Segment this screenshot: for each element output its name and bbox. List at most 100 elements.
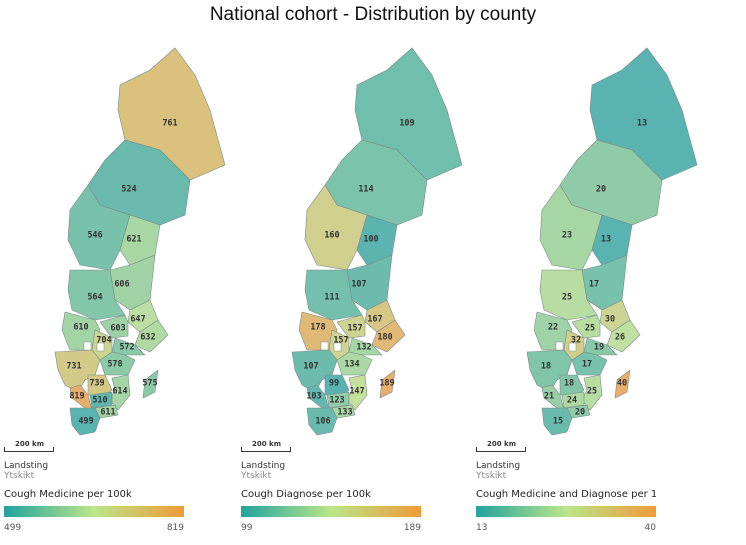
- scale-label: 200 km: [252, 440, 281, 448]
- county-value-label: 134: [344, 360, 359, 370]
- layer-name: Landsting: [4, 461, 49, 471]
- county-skåne[interactable]: [306, 407, 338, 436]
- county-value-label: 614: [112, 387, 127, 397]
- page-title: National cohort - Distribution by county: [209, 4, 537, 25]
- county-skåne[interactable]: [69, 407, 101, 436]
- county-value-label: 18: [541, 362, 551, 372]
- county-value-label: 107: [303, 362, 318, 372]
- county-value-label: 109: [399, 119, 414, 129]
- county-value-label: 25: [585, 324, 595, 334]
- county-value-label: 111: [324, 293, 339, 303]
- county-value-label: 20: [596, 185, 606, 195]
- county-value-label: 647: [130, 315, 145, 325]
- county-value-label: 610: [73, 323, 88, 333]
- county-norrbotten[interactable]: [117, 47, 226, 181]
- county-value-label: 132: [356, 343, 371, 353]
- county-södermanland[interactable]: [583, 337, 618, 356]
- county-value-label: 632: [140, 333, 155, 343]
- county-value-label: 160: [324, 231, 339, 241]
- county-västra-götaland[interactable]: [54, 349, 101, 393]
- county-value-label: 578: [107, 360, 122, 370]
- county-norrbotten[interactable]: [354, 47, 463, 181]
- county-norrbotten[interactable]: [589, 47, 698, 181]
- legend-min: 13: [476, 523, 488, 533]
- county-value-label: 739: [89, 379, 104, 389]
- county-value-label: 510: [92, 396, 107, 406]
- county-dalarna[interactable]: [67, 269, 126, 321]
- county-value-label: 30: [605, 315, 615, 325]
- county-value-label: 22: [548, 323, 558, 333]
- county-map-2: 109 114 160 100 107 111 167 178 157 157 180 132 107 1…: [291, 47, 463, 436]
- county-value-label: 704: [96, 336, 111, 346]
- county-gotland[interactable]: [614, 369, 631, 399]
- legend-panel-3: 200 km Landsting Ytskikt Cough Medicine …: [476, 440, 656, 533]
- county-gotland[interactable]: [142, 369, 159, 399]
- county-value-label: 157: [347, 324, 362, 334]
- color-gradient-bar: [4, 506, 184, 517]
- county-value-label: 603: [110, 324, 125, 334]
- county-västra-götaland[interactable]: [526, 349, 573, 393]
- county-dalarna[interactable]: [304, 269, 363, 321]
- county-value-label: 564: [87, 293, 102, 303]
- county-stockholm[interactable]: [606, 319, 641, 353]
- county-kalmar[interactable]: [346, 374, 368, 411]
- scale-label: 200 km: [487, 440, 516, 448]
- county-västmanland[interactable]: [336, 314, 366, 339]
- county-value-label: 99: [329, 379, 339, 389]
- county-value-label: 20: [575, 408, 585, 418]
- county-value-label: 17: [582, 360, 592, 370]
- legend-panel-1: 200 km Landsting Ytskikt Cough Medicine …: [4, 440, 184, 533]
- county-value-label: 21: [544, 392, 554, 402]
- county-dalarna[interactable]: [539, 269, 598, 321]
- county-stockholm[interactable]: [134, 319, 169, 353]
- county-value-label: 18: [564, 379, 574, 389]
- county-västmanland[interactable]: [571, 314, 601, 339]
- scale-bar: 200 km: [241, 440, 421, 454]
- county-kalmar[interactable]: [109, 374, 131, 411]
- county-value-label: 621: [126, 235, 141, 245]
- lake-shape: [83, 341, 92, 351]
- county-value-label: 761: [162, 119, 177, 129]
- lake-shape: [333, 342, 342, 352]
- county-value-label: 731: [66, 362, 81, 372]
- county-gotland[interactable]: [379, 369, 396, 399]
- county-value-label: 167: [367, 315, 382, 325]
- county-value-label: 546: [87, 231, 102, 241]
- layer-type: Ytskikt: [241, 471, 272, 481]
- county-kronoberg[interactable]: [561, 391, 585, 409]
- county-value-label: 103: [306, 392, 321, 402]
- county-skåne[interactable]: [541, 407, 573, 436]
- county-kronoberg[interactable]: [326, 391, 350, 409]
- legend-panel-2: 200 km Landsting Ytskikt Cough Diagnose …: [241, 440, 421, 533]
- county-västra-götaland[interactable]: [291, 349, 338, 393]
- county-value-label: 499: [78, 417, 93, 427]
- county-stockholm[interactable]: [371, 319, 406, 353]
- county-value-label: 524: [121, 185, 136, 195]
- county-södermanland[interactable]: [111, 337, 146, 356]
- legend-min: 99: [241, 523, 253, 533]
- layer-name: Landsting: [241, 461, 286, 471]
- county-value-label: 147: [349, 387, 364, 397]
- scale-bar: 200 km: [4, 440, 184, 454]
- county-value-label: 13: [601, 235, 611, 245]
- county-value-label: 26: [615, 333, 625, 343]
- county-value-label: 13: [637, 119, 647, 129]
- legend-title: Cough Diagnose per 100k: [241, 489, 371, 500]
- county-västmanland[interactable]: [99, 314, 129, 339]
- layer-type: Ytskikt: [476, 471, 507, 481]
- legend-min: 499: [4, 523, 22, 533]
- county-map-1: 761 524 546 621 606 564 647 610 603 704 632 572 731 5…: [54, 47, 226, 436]
- county-södermanland[interactable]: [348, 337, 383, 356]
- county-kronoberg[interactable]: [89, 391, 113, 409]
- county-value-label: 23: [562, 231, 572, 241]
- color-gradient-bar: [241, 506, 421, 517]
- county-value-label: 611: [100, 408, 115, 418]
- county-value-label: 114: [358, 185, 373, 195]
- county-value-label: 819: [69, 392, 84, 402]
- county-value-label: 106: [315, 417, 330, 427]
- county-value-label: 572: [119, 343, 134, 353]
- county-value-label: 123: [329, 396, 344, 406]
- lake-shape: [96, 342, 105, 352]
- county-kalmar[interactable]: [581, 374, 603, 411]
- county-value-label: 180: [377, 333, 392, 343]
